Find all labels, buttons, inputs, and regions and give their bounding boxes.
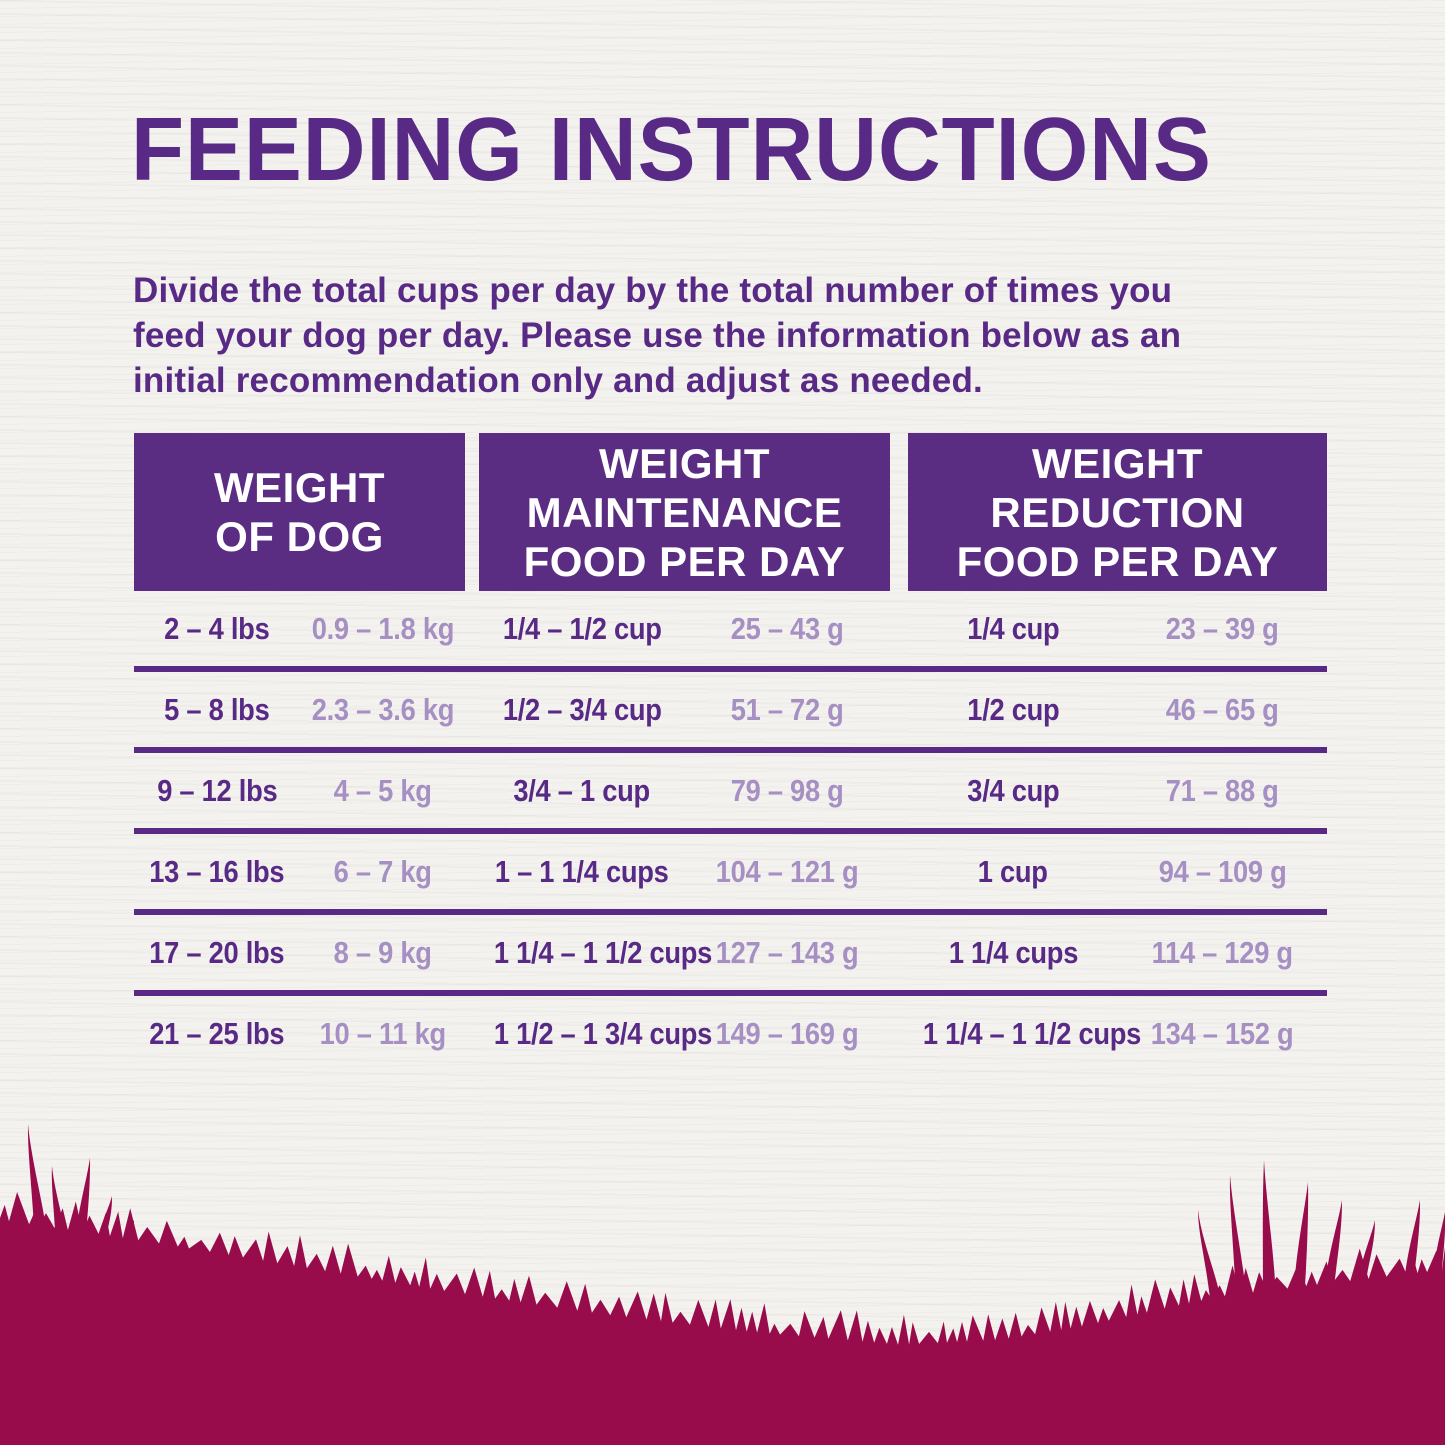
weight-kg: 6 – 7 kg <box>333 853 432 889</box>
feeding-table-header-row: WEIGHT OF DOG WEIGHT MAINTENANCE FOOD PE… <box>134 433 1327 591</box>
weight-lbs: 13 – 16 lbs <box>149 853 285 889</box>
weight-kg: 2.3 – 3.6 kg <box>311 691 454 727</box>
maintenance-grams: 25 – 43 g <box>731 610 844 646</box>
maintenance-cups: 1 1/2 – 1 3/4 cups <box>493 1015 713 1051</box>
maintenance-cups: 1/2 – 3/4 cup <box>502 691 662 727</box>
table-row: 5 – 8 lbs 2.3 – 3.6 kg 1/2 – 3/4 cup 51 … <box>134 672 1327 747</box>
maintenance-grams: 79 – 98 g <box>731 772 844 808</box>
page-title: FEEDING INSTRUCTIONS <box>131 100 1212 200</box>
maintenance-cups: 3/4 – 1 cup <box>513 772 651 808</box>
weight-kg: 0.9 – 1.8 kg <box>311 610 454 646</box>
maintenance-grams: 51 – 72 g <box>731 691 844 727</box>
maintenance-cups: 1/4 – 1/2 cup <box>502 610 662 646</box>
weight-kg: 10 – 11 kg <box>319 1015 446 1051</box>
weight-kg: 4 – 5 kg <box>333 772 432 808</box>
weight-kg: 8 – 9 kg <box>333 934 432 970</box>
header-weight-reduction: WEIGHT REDUCTION FOOD PER DAY <box>908 433 1327 591</box>
weight-lbs: 5 – 8 lbs <box>164 691 270 727</box>
reduction-grams: 71 – 88 g <box>1166 772 1279 808</box>
weight-lbs: 9 – 12 lbs <box>156 772 278 808</box>
reduction-cups: 1 1/4 cups <box>948 934 1078 970</box>
intro-text: Divide the total cups per day by the tot… <box>133 271 1182 400</box>
row-divider <box>134 990 1327 996</box>
header-weight-maintenance: WEIGHT MAINTENANCE FOOD PER DAY <box>479 433 890 591</box>
maintenance-grams: 149 – 169 g <box>716 1015 859 1051</box>
reduction-grams: 94 – 109 g <box>1158 853 1287 889</box>
row-divider <box>134 828 1327 834</box>
reduction-grams: 46 – 65 g <box>1166 691 1279 727</box>
row-divider <box>134 666 1327 672</box>
table-row: 21 – 25 lbs 10 – 11 kg 1 1/2 – 1 3/4 cup… <box>134 996 1327 1071</box>
weight-lbs: 2 – 4 lbs <box>164 610 270 646</box>
maintenance-grams: 127 – 143 g <box>716 934 859 970</box>
table-row: 13 – 16 lbs 6 – 7 kg 1 – 1 1/4 cups 104 … <box>134 834 1327 909</box>
feeding-table: WEIGHT OF DOG WEIGHT MAINTENANCE FOOD PE… <box>134 433 1327 1071</box>
reduction-grams: 134 – 152 g <box>1151 1015 1294 1051</box>
weight-lbs: 17 – 20 lbs <box>149 934 285 970</box>
table-row: 9 – 12 lbs 4 – 5 kg 3/4 – 1 cup 79 – 98 … <box>134 753 1327 828</box>
row-divider <box>134 747 1327 753</box>
reduction-grams: 114 – 129 g <box>1151 934 1294 970</box>
reduction-cups: 1 cup <box>978 853 1048 889</box>
reduction-cups: 1 1/4 – 1 1/2 cups <box>922 1015 1142 1051</box>
header-weight-of-dog: WEIGHT OF DOG <box>134 433 465 591</box>
row-divider <box>134 909 1327 915</box>
maintenance-cups: 1 1/4 – 1 1/2 cups <box>493 934 713 970</box>
reduction-grams: 23 – 39 g <box>1166 610 1279 646</box>
weight-lbs: 21 – 25 lbs <box>149 1015 285 1051</box>
table-row: 2 – 4 lbs 0.9 – 1.8 kg 1/4 – 1/2 cup 25 … <box>134 591 1327 666</box>
maintenance-cups: 1 – 1 1/4 cups <box>495 853 669 889</box>
reduction-cups: 3/4 cup <box>966 772 1060 808</box>
table-row: 17 – 20 lbs 8 – 9 kg 1 1/4 – 1 1/2 cups … <box>134 915 1327 990</box>
grass-silhouette-graphic <box>0 1124 1445 1445</box>
maintenance-grams: 104 – 121 g <box>716 853 859 889</box>
reduction-cups: 1/4 cup <box>966 610 1060 646</box>
reduction-cups: 1/2 cup <box>966 691 1060 727</box>
